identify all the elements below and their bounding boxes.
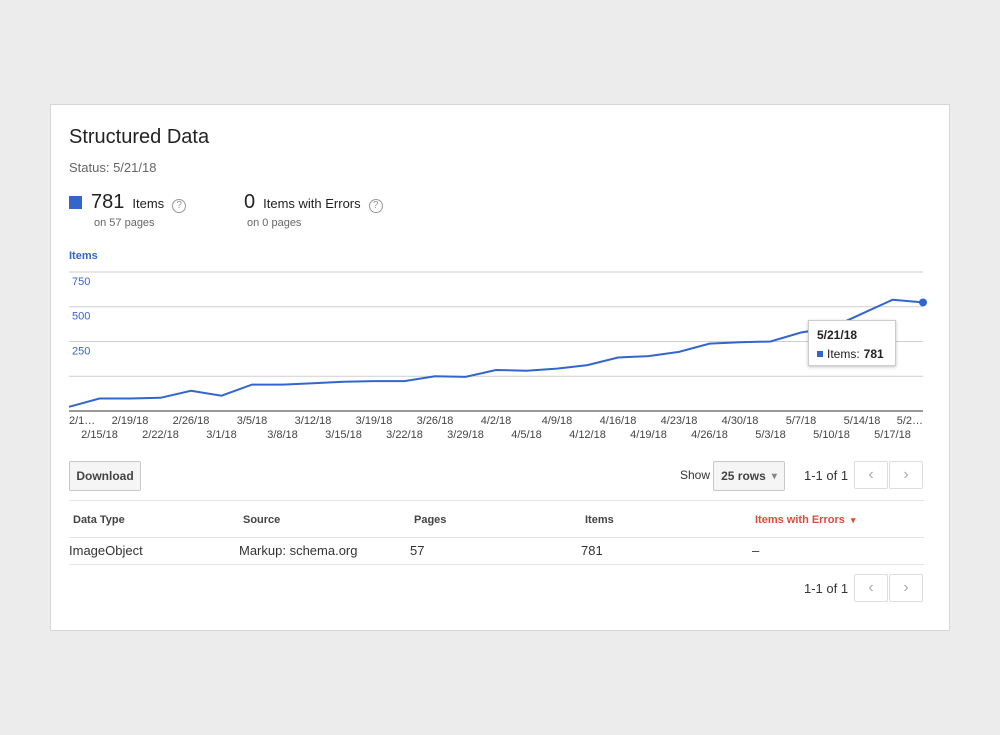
x-tick-label: 3/15/18	[325, 429, 362, 441]
tooltip-label: Items:	[827, 347, 860, 361]
items-count: 781	[91, 191, 125, 213]
tooltip-swatch	[817, 351, 823, 357]
x-tick-label: 2/22/18	[142, 429, 179, 441]
x-tick-label: 3/5/18	[237, 415, 268, 427]
y-tick-label: 250	[72, 345, 90, 357]
status-text: Status: 5/21/18	[69, 160, 157, 175]
prev-page-button-top[interactable]: ‹	[854, 461, 888, 489]
x-tick-label: 4/5/18	[511, 429, 542, 441]
errors-count: 0	[244, 191, 256, 213]
table-top-divider	[69, 500, 924, 501]
pagination-text-bottom: 1-1 of 1	[804, 581, 849, 596]
items-label: Items	[132, 196, 165, 211]
chevron-right-icon: ›	[903, 466, 909, 483]
structured-data-card: Structured Data Status: 5/21/18 781 Item…	[50, 104, 950, 631]
x-tick-label: 4/26/18	[691, 429, 728, 441]
chevron-down-icon: ▾	[771, 470, 777, 482]
rows-select-value: 25 rows	[721, 469, 766, 483]
x-tick-label: 5/10/18	[813, 429, 850, 441]
table-row[interactable]: ImageObject Markup: schema.org 57 781 –	[51, 537, 951, 564]
x-tick-label: 4/19/18	[630, 429, 667, 441]
sort-desc-icon: ▾	[850, 515, 856, 525]
items-subnote: on 57 pages	[94, 217, 155, 229]
items-line-chart: 1,000750500250 2/1…2/19/182/26/183/5/183…	[68, 271, 927, 441]
header-source[interactable]: Source	[243, 514, 281, 526]
x-tick-label: 2/1…	[69, 415, 95, 427]
x-tick-label: 3/29/18	[447, 429, 484, 441]
x-tick-label: 5/17/18	[874, 429, 911, 441]
x-tick-label: 3/1/18	[206, 429, 237, 441]
x-tick-label: 4/9/18	[542, 415, 573, 427]
x-tick-label: 4/16/18	[600, 415, 637, 427]
chart-y-axis-title: Items	[69, 250, 98, 262]
header-data-type[interactable]: Data Type	[73, 514, 125, 526]
pagination-text-top: 1-1 of 1	[804, 468, 849, 483]
y-tick-label: 500	[72, 311, 90, 323]
header-divider	[69, 537, 924, 538]
errors-subnote: on 0 pages	[247, 217, 302, 229]
items-series-line	[68, 298, 924, 408]
x-tick-label: 3/8/18	[267, 429, 298, 441]
x-tick-label: 4/2/18	[481, 415, 512, 427]
chevron-left-icon: ‹	[868, 579, 874, 596]
x-tick-label: 2/19/18	[112, 415, 149, 427]
tooltip-value-row: Items: 781	[817, 347, 884, 361]
show-label: Show	[680, 468, 711, 482]
errors-metric: 0 Items with Errors ?	[244, 191, 383, 214]
x-tick-label: 5/14/18	[844, 415, 881, 427]
x-tick-label: 5/7/18	[786, 415, 817, 427]
download-button[interactable]: Download	[69, 461, 141, 491]
header-items-with-errors[interactable]: Items with Errors ▾	[755, 514, 855, 527]
chevron-right-icon: ›	[903, 579, 909, 596]
x-tick-label: 3/19/18	[356, 415, 393, 427]
header-errors-label: Items with Errors	[755, 514, 845, 526]
x-tick-label: 5/3/18	[755, 429, 786, 441]
rows-select[interactable]: 25 rows ▾	[713, 461, 785, 491]
items-help-icon[interactable]: ?	[172, 199, 187, 213]
x-tick-label: 3/12/18	[295, 415, 332, 427]
header-items[interactable]: Items	[585, 514, 614, 526]
items-legend-swatch	[69, 196, 82, 209]
x-tick-label: 4/12/18	[569, 429, 606, 441]
next-page-button-bottom[interactable]: ›	[889, 574, 923, 602]
errors-label: Items with Errors	[263, 196, 361, 211]
chevron-left-icon: ‹	[868, 466, 874, 483]
items-metric: 781 Items ?	[91, 191, 187, 214]
items-last-point	[919, 298, 927, 307]
x-tick-label: 2/15/18	[81, 429, 118, 441]
cell-items: 781	[581, 543, 603, 558]
x-tick-label: 4/23/18	[661, 415, 698, 427]
errors-help-icon[interactable]: ?	[368, 199, 383, 213]
x-tick-label: 5/2…	[897, 415, 923, 427]
cell-pages: 57	[410, 543, 425, 558]
x-tick-label: 4/30/18	[722, 415, 759, 427]
x-tick-label: 2/26/18	[173, 415, 210, 427]
prev-page-button-bottom[interactable]: ‹	[854, 574, 888, 602]
tooltip-value: 781	[863, 347, 884, 361]
chart-tooltip: 5/21/18 Items: 781	[808, 320, 896, 366]
next-page-button-top[interactable]: ›	[889, 461, 923, 489]
tooltip-date: 5/21/18	[817, 328, 858, 342]
x-tick-label: 3/22/18	[386, 429, 423, 441]
cell-errors: –	[752, 543, 760, 558]
table-bottom-divider	[69, 564, 924, 565]
y-tick-label: 750	[72, 276, 90, 288]
cell-source: Markup: schema.org	[239, 543, 358, 558]
x-tick-label: 3/26/18	[417, 415, 454, 427]
cell-data-type[interactable]: ImageObject	[69, 543, 143, 558]
card-title: Structured Data	[69, 126, 210, 148]
header-pages[interactable]: Pages	[414, 514, 447, 526]
